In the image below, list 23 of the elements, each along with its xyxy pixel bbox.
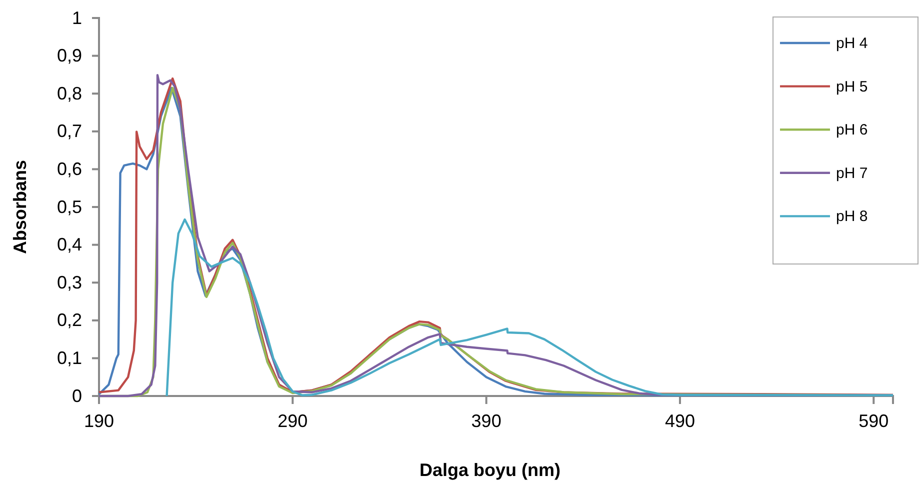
- y-tick-label: 0,9: [56, 46, 82, 66]
- y-axis-title: Absorbans: [10, 160, 30, 254]
- x-axis-title: Dalga boyu (nm): [419, 460, 561, 480]
- legend-label: pH 8: [836, 208, 868, 226]
- legend-label: pH 4: [836, 35, 868, 52]
- y-tick-label: 0,3: [56, 272, 82, 292]
- y-tick-label: 0,4: [56, 234, 82, 255]
- x-tick-label: 390: [471, 410, 502, 431]
- y-tick-label: 0,6: [56, 158, 82, 179]
- x-tick-label: 490: [664, 410, 695, 431]
- y-tick-label: 0,8: [56, 83, 82, 104]
- legend-label: pH 6: [836, 122, 868, 139]
- y-tick-label: 0,7: [56, 121, 82, 142]
- x-tick-label: 590: [858, 410, 889, 431]
- y-tick-label: 0,2: [56, 310, 82, 330]
- y-tick-label: 0,5: [56, 196, 82, 217]
- legend-label: pH 7: [836, 164, 868, 182]
- y-tick-label: 1: [72, 8, 82, 28]
- y-tick-label: 0: [72, 386, 82, 406]
- legend-label: pH 5: [836, 78, 868, 96]
- y-tick-label: 0,1: [56, 348, 82, 368]
- x-tick-label: 190: [84, 410, 114, 431]
- x-tick-label: 290: [278, 410, 308, 431]
